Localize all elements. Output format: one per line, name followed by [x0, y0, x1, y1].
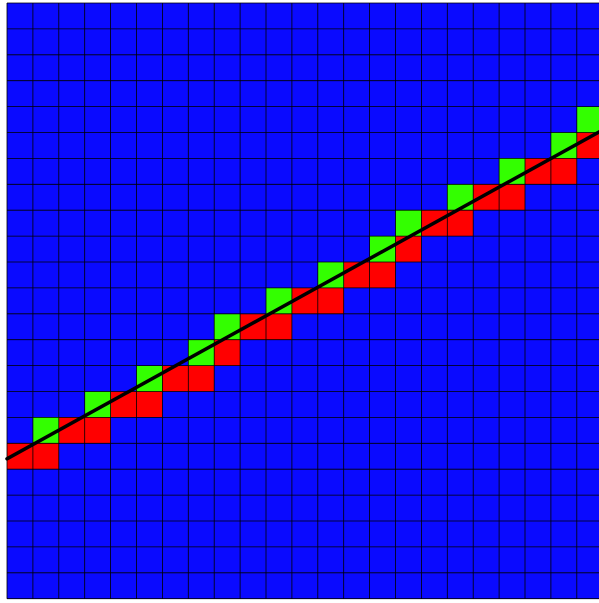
diagonal-line: [5, 129, 599, 461]
red-cell: [317, 287, 344, 314]
red-cell: [32, 443, 59, 470]
green-cell: [447, 184, 474, 211]
grid-lines-layer: [6, 2, 599, 600]
red-cell: [84, 417, 111, 444]
red-cell: [188, 365, 215, 392]
red-cell: [136, 391, 163, 418]
red-cell: [395, 236, 422, 262]
cells-layer: [7, 3, 599, 599]
green-cell: [576, 106, 599, 133]
red-cell: [550, 158, 577, 185]
red-cell: [369, 262, 396, 288]
red-cell: [266, 313, 292, 340]
red-cell: [499, 184, 525, 211]
red-cell: [576, 132, 599, 159]
green-cell: [32, 417, 59, 444]
